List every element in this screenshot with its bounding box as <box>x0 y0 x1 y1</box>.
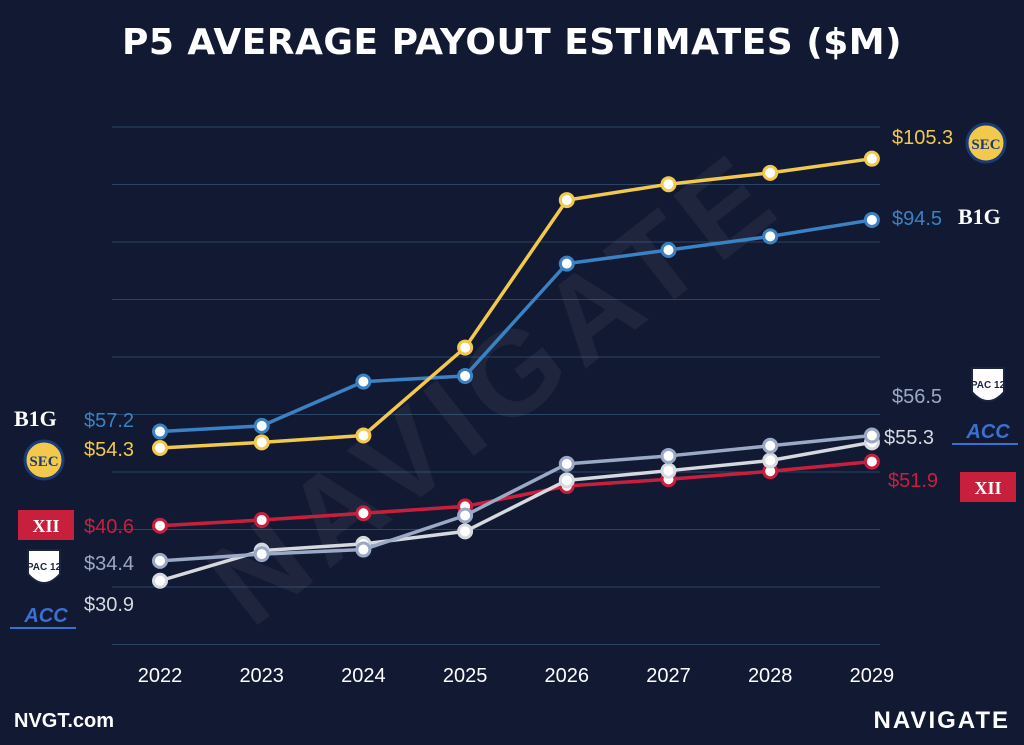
data-point <box>558 192 575 209</box>
start-value-label: $34.4 <box>84 553 134 575</box>
data-point <box>355 373 372 390</box>
data-point <box>863 453 880 470</box>
data-point <box>152 440 168 456</box>
x-tick-label: 2022 <box>138 665 183 687</box>
data-point <box>863 150 880 167</box>
data-point <box>863 427 880 444</box>
end-value-label: $56.5 <box>892 386 942 408</box>
end-value-label: $51.9 <box>888 470 938 492</box>
x-tick-label: 2025 <box>443 665 488 687</box>
big-ten-logo: B1G <box>14 406 57 431</box>
data-point <box>762 452 779 469</box>
big-12-logo-badge <box>18 510 74 540</box>
pac-12-logo-text: PAC 12 <box>27 562 62 573</box>
data-point <box>457 367 474 384</box>
sec-logo: SEC <box>965 122 1007 164</box>
end-value-label: $55.3 <box>884 427 934 449</box>
start-value-label: $57.2 <box>84 410 134 432</box>
sec-logo: SEC <box>23 439 65 481</box>
footer-brand-logo: NAVIGATE <box>873 707 1010 734</box>
x-tick-label: 2027 <box>646 665 691 687</box>
data-point <box>152 552 168 569</box>
data-point <box>558 455 575 472</box>
series-line <box>159 440 873 583</box>
footer-site-link[interactable]: NVGT.com <box>14 710 115 732</box>
sec-logo-badge <box>23 439 65 481</box>
acc-logo-text: ACC <box>23 605 68 627</box>
x-tick-label: 2024 <box>341 665 386 687</box>
data-point <box>660 176 677 193</box>
sec-logo-badge <box>965 122 1007 164</box>
series-b1g <box>152 211 880 440</box>
data-point <box>863 211 880 228</box>
data-point <box>355 541 372 558</box>
big-ten-logo: B1G <box>958 204 1001 229</box>
data-point <box>660 447 677 464</box>
start-value-label: $40.6 <box>84 516 134 538</box>
start-value-label: $54.3 <box>84 439 134 461</box>
data-point <box>152 423 168 440</box>
big-12-logo-text: XII <box>32 516 59 536</box>
data-point <box>660 462 677 479</box>
series-pac-12 <box>152 427 880 569</box>
data-point <box>253 434 270 451</box>
data-point <box>457 523 474 540</box>
data-point <box>152 572 168 589</box>
data-point <box>558 255 575 272</box>
end-value-label: $105.3 <box>892 127 953 149</box>
big-ten-logo-text: B1G <box>14 406 57 431</box>
data-point <box>355 505 372 522</box>
x-tick-label: 2023 <box>239 665 284 687</box>
pac-12-logo-shield <box>27 549 61 584</box>
data-point <box>152 517 168 534</box>
sec-logo-text: SEC <box>971 137 1000 153</box>
data-point <box>355 427 372 444</box>
x-tick-label: 2029 <box>850 665 895 687</box>
data-point <box>253 417 270 434</box>
big-12-logo: XII <box>960 472 1016 502</box>
data-point <box>762 437 779 454</box>
big-ten-logo-text: B1G <box>958 204 1001 229</box>
x-tick-label: 2028 <box>748 665 793 687</box>
acc-logo-text: ACC <box>965 421 1010 443</box>
big-12-logo: XII <box>18 510 74 540</box>
data-point <box>762 164 779 181</box>
watermark-text: NAVIGATE <box>185 125 805 651</box>
data-point <box>558 472 575 489</box>
data-point <box>253 512 270 529</box>
pac-12-logo-text: PAC 12 <box>971 380 1006 391</box>
sec-logo-text: SEC <box>29 454 58 470</box>
data-point <box>457 339 474 356</box>
pac-12-logo-shield <box>971 367 1005 402</box>
end-value-label: $94.5 <box>892 208 942 230</box>
acc-logo: ACC <box>10 605 76 629</box>
acc-logo: ACC <box>952 421 1018 445</box>
series-line <box>159 433 873 563</box>
data-point <box>762 228 779 245</box>
series-sec <box>152 150 880 456</box>
big-12-logo-badge <box>960 472 1016 502</box>
pac-12-logo: PAC 12 <box>971 367 1006 402</box>
data-point <box>660 242 677 259</box>
series-line <box>159 156 873 450</box>
series-line <box>159 459 873 528</box>
big-12-logo-text: XII <box>974 478 1001 498</box>
pac-12-logo: PAC 12 <box>27 549 62 584</box>
series-line <box>159 218 873 434</box>
data-point <box>253 546 270 563</box>
start-value-label: $30.9 <box>84 594 134 616</box>
chart-title: P5 AVERAGE PAYOUT ESTIMATES ($M) <box>121 22 903 63</box>
x-tick-label: 2026 <box>545 665 590 687</box>
data-point <box>457 507 474 524</box>
